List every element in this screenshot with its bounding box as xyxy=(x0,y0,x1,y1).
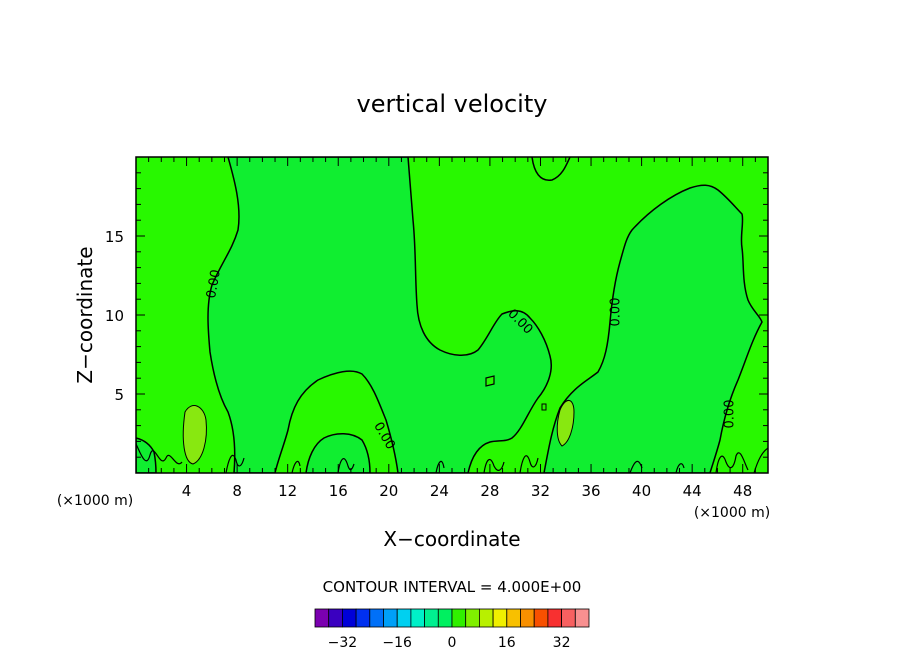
positive-patch-left xyxy=(182,405,207,465)
y-axis-label: Z−coordinate xyxy=(73,246,97,383)
contour-top-notch xyxy=(531,157,571,181)
x-tick-label: 40 xyxy=(632,482,651,500)
x-tick-label: 36 xyxy=(581,482,600,500)
colorbar-swatch xyxy=(355,608,371,628)
colorbar-tick-label: −16 xyxy=(382,635,412,651)
x-tick-label: 4 xyxy=(182,482,192,500)
colorbar-swatch xyxy=(383,608,398,628)
colorbar-swatch xyxy=(478,608,494,628)
y-tick-label: 15 xyxy=(105,228,124,246)
colorbar-swatch xyxy=(437,608,453,628)
plot-area: 0.000.000.00 0.000.004 8 12 16 20 24 28 32 36 40 44… xyxy=(105,156,769,500)
colorbar: −32 −16 0 16 32 xyxy=(314,608,590,651)
contour-small-loop xyxy=(485,375,495,387)
colorbar-swatch xyxy=(492,608,508,628)
x-tick-label: 32 xyxy=(531,482,550,500)
colorbar-tick-label: −32 xyxy=(328,635,358,651)
x-tick-label: 48 xyxy=(733,482,752,500)
contour-wiggles xyxy=(136,443,768,473)
x-tick-label: 16 xyxy=(329,482,348,500)
positive-patch-right xyxy=(556,400,575,447)
colorbar-swatch xyxy=(341,608,357,628)
x-tick-label: 8 xyxy=(232,482,242,500)
colorbar-tick-label: 32 xyxy=(553,635,571,651)
colorbar-swatch xyxy=(314,608,330,628)
negative-region-main xyxy=(207,157,552,473)
colorbar-swatch xyxy=(451,608,467,628)
x-unit-label-right: (×1000 m) xyxy=(694,505,770,521)
colorbar-tick-label: 16 xyxy=(498,635,516,651)
colorbar-swatch xyxy=(328,608,343,628)
contour-label: 0.00 xyxy=(204,268,224,299)
colorbar-swatch xyxy=(369,608,384,628)
colorbar-swatch xyxy=(506,608,521,628)
colorbar-swatch xyxy=(547,608,563,628)
y-tick-label: 10 xyxy=(105,307,124,325)
x-unit-label-left: (×1000 m) xyxy=(57,493,133,509)
colorbar-swatch xyxy=(561,608,576,628)
x-axis-label: X−coordinate xyxy=(383,527,520,551)
colorbar-swatch xyxy=(533,608,549,628)
colorbar-swatch xyxy=(574,608,590,628)
x-tick-label: 44 xyxy=(683,482,702,500)
contour-field: 0.000.000.00 0.000.00 xyxy=(136,157,768,473)
contour-interval-text: CONTOUR INTERVAL = 4.000E+00 xyxy=(323,578,582,596)
x-tick-label: 12 xyxy=(278,482,297,500)
contour-tiny-loop xyxy=(541,403,547,411)
negative-region-small xyxy=(305,433,371,473)
x-tick-label: 28 xyxy=(480,482,499,500)
contour-label: 0.00 xyxy=(723,400,738,429)
chart-title: vertical velocity xyxy=(357,90,548,118)
x-tick-label: 20 xyxy=(379,482,398,500)
x-tick-label: 24 xyxy=(430,482,449,500)
colorbar-tick-label: 0 xyxy=(448,635,457,651)
colorbar-swatch xyxy=(396,608,412,628)
colorbar-swatch xyxy=(410,608,425,628)
colorbar-swatch xyxy=(465,608,480,628)
colorbar-swatch xyxy=(424,608,439,628)
colorbar-swatch xyxy=(520,608,535,628)
y-tick-label: 5 xyxy=(114,386,124,404)
contour-label: 0.00 xyxy=(609,298,624,327)
negative-region-right xyxy=(543,184,763,473)
